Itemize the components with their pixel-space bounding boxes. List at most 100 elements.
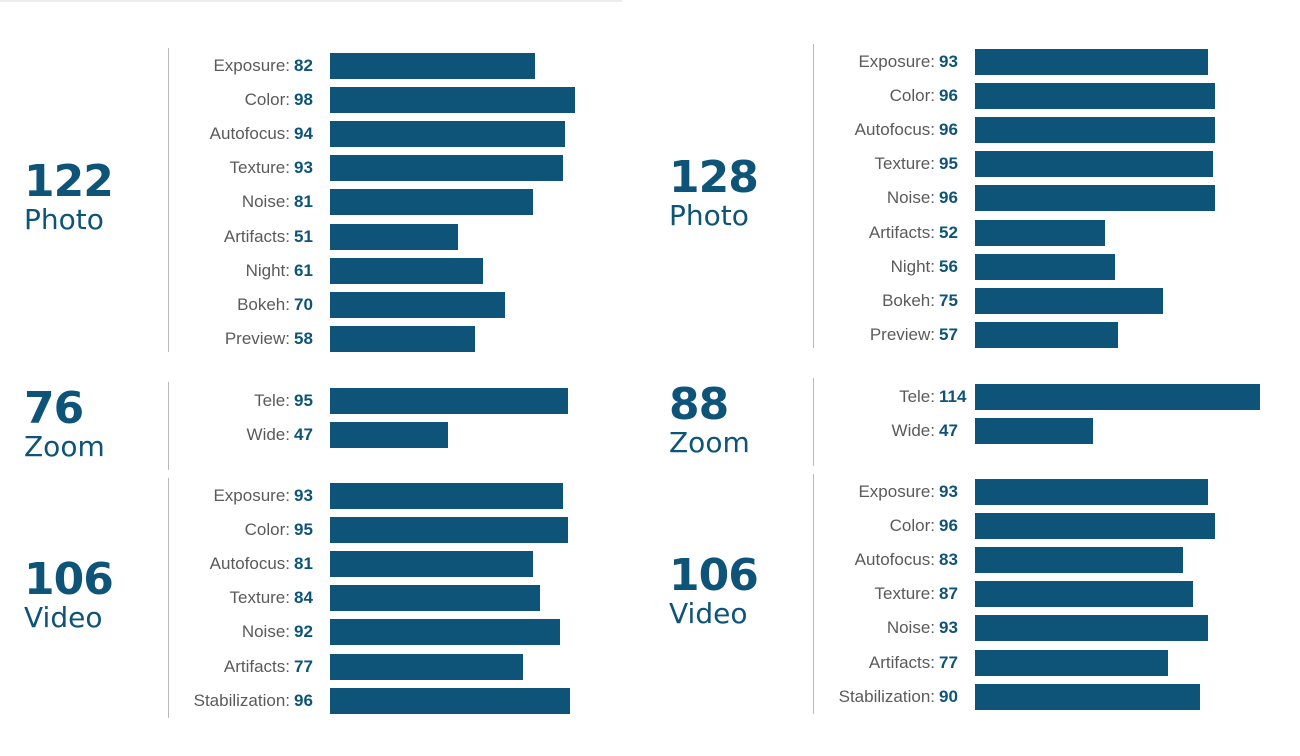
metric-value: 98 (294, 90, 313, 110)
metric-bar (975, 683, 1200, 710)
metric-bar (330, 155, 563, 182)
metric-value: 56 (939, 256, 958, 276)
photo-row: Preview: 57 (645, 320, 1285, 350)
photo-row: Exposure: 93 (645, 47, 1285, 77)
metric-bar (975, 615, 1208, 642)
metric-label: Exposure: (858, 482, 935, 501)
metric-value: 93 (294, 486, 313, 505)
photo-row: Bokeh: 70 (0, 290, 640, 320)
video-row: Color: 95 (0, 515, 640, 545)
video-score-value: 106 (24, 554, 114, 605)
metric-label: Noise: (241, 622, 290, 642)
video-row: Exposure: 93 (0, 481, 640, 511)
metric-bar (330, 257, 483, 284)
metric-value: 81 (294, 554, 313, 574)
metric-bar (330, 687, 570, 714)
zoom-row: Tele: 114 (645, 382, 1285, 412)
zoom-category-label: Zoom (669, 426, 750, 459)
metric-label: Artifacts: (868, 652, 935, 672)
metric-label: Wide: (246, 425, 290, 445)
metric-label: Preview: (224, 328, 290, 348)
metric-label: Noise: (886, 618, 935, 638)
zoom-group-divider (813, 378, 814, 466)
zoom-group-divider (168, 382, 169, 470)
photo-row: Bokeh: 75 (645, 286, 1285, 316)
metric-bar (975, 649, 1168, 676)
metric-value: 95 (294, 391, 313, 410)
metric-bar (975, 49, 1208, 75)
metric-bar (330, 619, 560, 646)
metric-label: Preview: (869, 324, 935, 344)
metric-bar (330, 121, 565, 148)
metric-value: 47 (939, 421, 958, 441)
metric-value: 96 (939, 120, 958, 140)
metric-label: Autofocus: (854, 120, 935, 140)
metric-label: Texture: (229, 588, 290, 608)
metric-value: 95 (939, 154, 958, 174)
top-border (0, 0, 622, 2)
video-row: Artifacts: 77 (645, 648, 1285, 678)
zoom-row: Tele: 95 (0, 386, 640, 416)
metric-bar (330, 483, 563, 509)
right-score-panel: 128 Photo Exposure: 93 Color: 96 Autofocus: 96 T… (645, 0, 1295, 756)
metric-label: Stabilization: (193, 690, 290, 710)
metric-label: Tele: (254, 391, 290, 410)
metric-bar (330, 551, 533, 578)
metric-value: 82 (294, 56, 313, 75)
metric-bar (975, 185, 1215, 212)
metric-label: Exposure: (213, 56, 290, 75)
metric-value: 93 (939, 618, 958, 638)
metric-bar (975, 151, 1213, 178)
metric-bar (975, 513, 1215, 540)
metric-bar (975, 418, 1093, 445)
metric-value: 96 (939, 86, 958, 106)
metric-label: Night: (245, 260, 290, 280)
metric-bar (330, 422, 448, 449)
metric-label: Bokeh: (882, 290, 935, 310)
metric-bar (975, 219, 1105, 246)
photo-row: Noise: 81 (0, 187, 640, 217)
metric-label: Color: (244, 90, 290, 110)
metric-label: Night: (890, 256, 935, 276)
metric-label: Exposure: (858, 52, 935, 71)
video-row: Autofocus: 83 (645, 545, 1285, 575)
metric-value: 93 (939, 52, 958, 71)
metric-value: 81 (294, 192, 313, 212)
metric-value: 70 (294, 294, 313, 314)
metric-bar (975, 287, 1163, 314)
photo-row: Texture: 95 (645, 149, 1285, 179)
metric-label: Color: (889, 86, 935, 106)
video-row: Color: 96 (645, 511, 1285, 541)
metric-value: 90 (939, 686, 958, 706)
video-row: Stabilization: 90 (645, 682, 1285, 712)
photo-row: Artifacts: 52 (645, 218, 1285, 248)
metric-value: 77 (939, 652, 958, 672)
metric-value: 92 (294, 622, 313, 642)
zoom-score-block: 88 Zoom (669, 383, 750, 457)
video-group-divider (168, 478, 169, 718)
metric-value: 51 (294, 226, 313, 246)
metric-label: Wide: (891, 421, 935, 441)
metric-label: Artifacts: (223, 656, 290, 676)
photo-row: Autofocus: 96 (645, 115, 1285, 145)
metric-bar (975, 83, 1215, 110)
photo-score-value: 128 (669, 152, 759, 203)
metric-label: Texture: (874, 154, 935, 174)
metric-label: Artifacts: (223, 226, 290, 246)
video-score-block: 106 Video (24, 554, 114, 632)
metric-bar (975, 581, 1193, 608)
metric-value: 84 (294, 588, 313, 608)
metric-value: 95 (294, 520, 313, 540)
metric-value: 47 (294, 425, 313, 445)
metric-value: 93 (939, 482, 958, 501)
metric-bar (330, 189, 533, 216)
photo-row: Night: 56 (645, 252, 1285, 282)
metric-label: Stabilization: (838, 686, 935, 706)
metric-bar (975, 321, 1118, 348)
metric-bar (330, 53, 535, 79)
metric-value: 83 (939, 550, 958, 570)
metric-label: Color: (244, 520, 290, 540)
metric-label: Autofocus: (854, 550, 935, 570)
metric-label: Noise: (241, 192, 290, 212)
video-row: Autofocus: 81 (0, 549, 640, 579)
